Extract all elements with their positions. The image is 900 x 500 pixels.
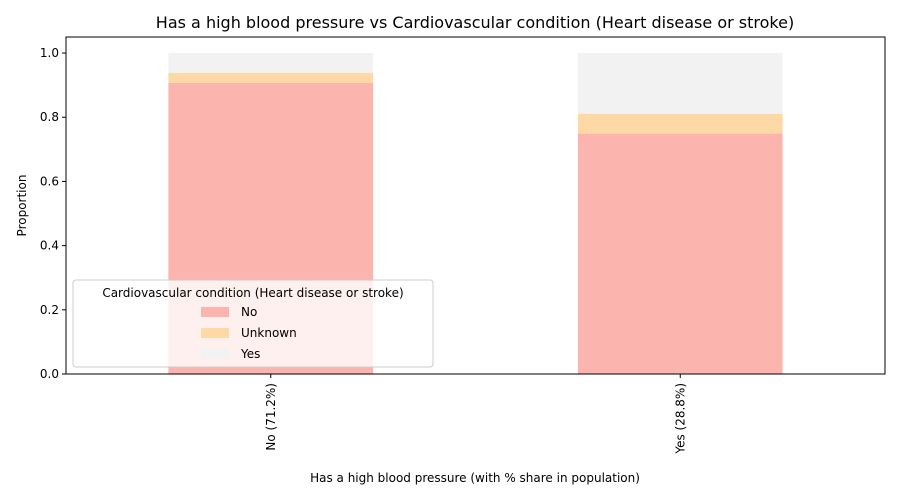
y-tick-label-5: 1.0 xyxy=(40,46,59,60)
y-tick-label-0: 0.0 xyxy=(40,367,59,381)
y-axis-label: Proportion xyxy=(15,175,29,237)
bar-segment-yes-1 xyxy=(577,53,783,114)
x-tick-label-1: Yes (28.8%) xyxy=(673,383,687,455)
bar-segment-unknown-1 xyxy=(577,113,783,134)
legend-swatch-unknown xyxy=(201,328,229,338)
bar-segment-unknown-0 xyxy=(168,72,374,83)
legend-title: Cardiovascular condition (Heart disease … xyxy=(102,286,403,300)
plot-frame xyxy=(65,36,886,375)
legend-swatch-yes xyxy=(201,349,229,359)
legend-label-unknown: Unknown xyxy=(241,326,297,340)
y-tick-label-3: 0.6 xyxy=(40,174,59,188)
legend-label-no: No xyxy=(241,305,257,319)
bar-segment-yes-0 xyxy=(168,53,374,73)
y-tick-label-2: 0.4 xyxy=(40,239,59,253)
y-tick-label-1: 0.2 xyxy=(40,303,59,317)
legend-label-yes: Yes xyxy=(240,347,260,361)
legend-swatch-no xyxy=(201,307,229,317)
x-axis: No (71.2%) Yes (28.8%) xyxy=(264,374,687,455)
y-axis: 0.0 0.2 0.4 0.6 0.8 1.0 xyxy=(40,46,66,381)
bar-segment-no-1 xyxy=(577,133,783,374)
chart-title: Has a high blood pressure vs Cardiovascu… xyxy=(156,13,794,32)
legend-box xyxy=(72,279,434,368)
y-tick-label-4: 0.8 xyxy=(40,110,59,124)
bars-group xyxy=(168,53,783,375)
legend: Cardiovascular condition (Heart disease … xyxy=(72,279,434,368)
legend-items: No Unknown Yes xyxy=(201,305,297,361)
x-tick-label-0: No (71.2%) xyxy=(264,383,278,451)
x-axis-label: Has a high blood pressure (with % share … xyxy=(310,471,640,485)
